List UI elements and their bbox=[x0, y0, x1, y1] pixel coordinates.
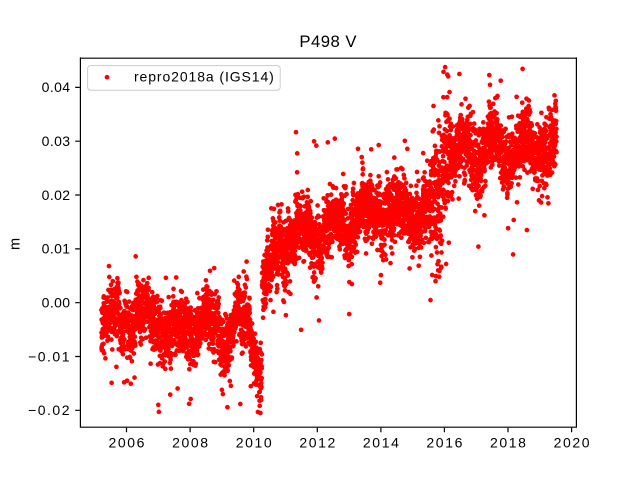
svg-text:repro2018a (IGS14): repro2018a (IGS14) bbox=[134, 68, 275, 84]
svg-text:0.03: 0.03 bbox=[42, 133, 71, 149]
svg-text:0.02: 0.02 bbox=[42, 187, 71, 203]
svg-text:−0.02: −0.02 bbox=[28, 402, 71, 418]
svg-text:P498 V: P498 V bbox=[299, 32, 357, 51]
svg-text:0.01: 0.01 bbox=[42, 241, 71, 257]
svg-text:2006: 2006 bbox=[109, 435, 147, 451]
svg-text:2010: 2010 bbox=[236, 435, 274, 451]
svg-text:2016: 2016 bbox=[426, 435, 464, 451]
svg-text:2008: 2008 bbox=[172, 435, 210, 451]
svg-text:m: m bbox=[8, 238, 24, 250]
svg-text:2014: 2014 bbox=[363, 435, 401, 451]
svg-text:2012: 2012 bbox=[299, 435, 337, 451]
svg-text:2020: 2020 bbox=[554, 435, 592, 451]
svg-text:0.00: 0.00 bbox=[42, 295, 71, 311]
svg-text:2018: 2018 bbox=[490, 435, 528, 451]
svg-text:0.04: 0.04 bbox=[42, 79, 71, 95]
svg-text:−0.01: −0.01 bbox=[28, 348, 71, 364]
